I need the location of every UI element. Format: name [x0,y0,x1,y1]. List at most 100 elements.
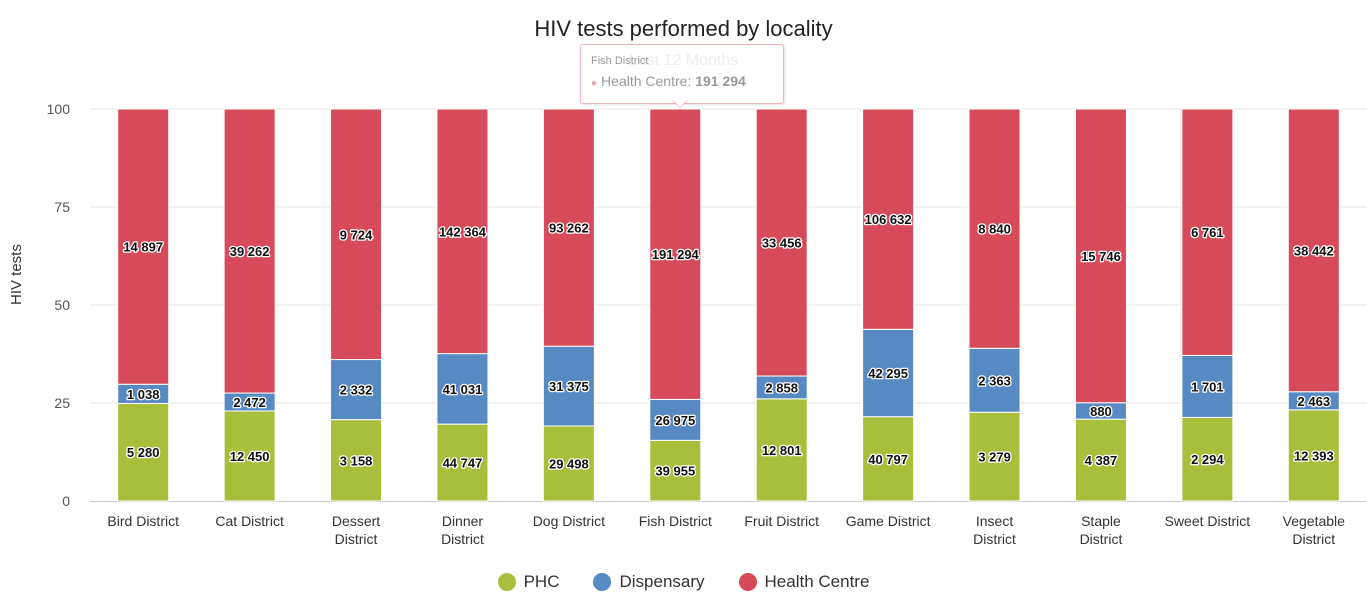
data-label: 93 262 [549,221,589,236]
data-label: 31 375 [549,379,589,394]
tooltip-arrow-inner [673,100,687,107]
x-tick-label: Bird District [107,513,179,529]
data-label: 39 262 [230,244,270,259]
tooltip-value: 191 294 [695,73,746,89]
bar-segment[interactable] [862,108,915,330]
y-tick-label: 75 [54,199,70,215]
bar-segment[interactable] [436,108,489,355]
bar-segment[interactable] [1181,354,1234,418]
legend-item-dispensary[interactable]: Dispensary [593,572,705,592]
bar-segment[interactable] [223,410,276,502]
x-tick-label: Vegetable District [1283,513,1345,547]
legend-item-health-centre[interactable]: Health Centre [738,572,870,592]
data-label: 8 840 [978,222,1011,237]
data-label: 42 295 [868,366,908,381]
tooltip-series-dot: ● [591,78,598,89]
y-tick-label: 50 [54,297,70,313]
tooltip-series-name: Health Centre [601,73,688,89]
data-label: 2 294 [1191,452,1224,467]
legend-dot-phc [497,573,516,591]
bar-segment[interactable] [1287,409,1340,502]
data-label: 39 955 [655,464,695,479]
data-label: 2 472 [233,395,266,410]
bar-segment[interactable] [117,108,170,385]
bar-segment[interactable] [542,425,595,502]
bar-segment[interactable] [862,416,915,502]
x-tick-label: Dinner District [441,513,484,547]
data-label: 3 158 [340,453,373,468]
data-label: 1 701 [1191,379,1224,394]
tooltip-colon: : [687,73,696,89]
data-label: 29 498 [549,456,589,471]
legend-label-phc: PHC [523,572,560,591]
bar-segment[interactable] [968,411,1021,502]
bar-segment[interactable] [649,398,702,441]
bar-segment[interactable] [542,345,595,427]
bar-segment[interactable] [330,419,383,502]
tooltip-row: ● Health Centre: 191 294 [591,73,746,89]
bar-segment[interactable] [542,108,595,347]
bar-segment[interactable] [1287,108,1340,393]
legend-dot-health-centre [738,573,757,591]
x-tick-label: Insect District [973,513,1016,547]
data-label: 9 724 [340,227,373,242]
data-label: 12 393 [1294,448,1334,463]
bar-segment[interactable] [1074,418,1127,502]
x-tick-label: Cat District [215,513,284,529]
data-label: 4 387 [1085,453,1118,468]
y-tick-label: 0 [62,493,70,509]
legend-dot-dispensary [593,573,612,591]
bar-segment[interactable] [862,328,915,418]
data-label: 880 [1090,404,1112,419]
data-label: 26 975 [655,413,695,428]
x-tick-label: Fruit District [744,513,819,529]
data-label: 106 632 [865,212,912,227]
bar-segment[interactable] [330,359,383,421]
data-label: 2 332 [340,383,373,398]
legend: PHC Dispensary Health Centre [0,572,1367,592]
x-tick-label: Dessert District [332,513,380,547]
x-tick-label: Fish District [639,513,712,529]
bar-segment[interactable] [968,108,1021,349]
data-label: 6 761 [1191,225,1224,240]
data-label: 191 294 [652,247,700,262]
bar-segment[interactable] [223,108,276,394]
bar-segment[interactable] [330,108,383,361]
bar-segment[interactable] [117,402,170,502]
chart-title: HIV tests performed by locality [534,16,833,41]
data-label: 15 746 [1081,249,1121,264]
x-tick-label: Sweet District [1165,513,1251,529]
data-label: 14 897 [123,240,163,255]
y-tick-label: 100 [47,101,71,117]
data-label: 38 442 [1294,243,1334,258]
legend-label-dispensary: Dispensary [619,572,705,591]
data-label: 2 463 [1298,394,1331,409]
legend-label-health-centre: Health Centre [764,572,870,591]
bar-segment[interactable] [968,347,1021,413]
data-label: 12 450 [230,449,270,464]
stacked-bar-chart: 0 25 50 75 100 5 280 1 038 14 897 Bird District 1… [47,101,1367,547]
data-label: 2 363 [978,373,1011,388]
legend-item-phc[interactable]: PHC [497,572,560,592]
bar-segment[interactable] [1074,108,1127,404]
x-tick-label: Staple District [1080,513,1123,547]
data-label: 12 801 [762,443,802,458]
data-label: 41 031 [443,382,483,397]
tooltip-category: Fish District [591,55,649,67]
bar-segment[interactable] [649,439,702,502]
bar-segment[interactable] [436,353,489,425]
bar-segment[interactable] [1181,108,1234,356]
data-label: 2 858 [765,380,798,395]
y-tick-label: 25 [54,395,70,411]
data-label: 40 797 [868,452,908,467]
data-label: 44 747 [443,456,483,471]
bar-segment[interactable] [755,108,808,377]
data-label: 5 280 [127,445,160,460]
data-label: 1 038 [127,387,160,402]
data-label: 142 364 [439,224,487,239]
data-label: 33 456 [762,236,802,251]
x-tick-label: Dog District [533,513,605,529]
tooltip: Fish District ● Health Centre: 191 294 [580,44,784,104]
data-label: 3 279 [978,450,1011,465]
bar-segment[interactable] [649,108,702,400]
